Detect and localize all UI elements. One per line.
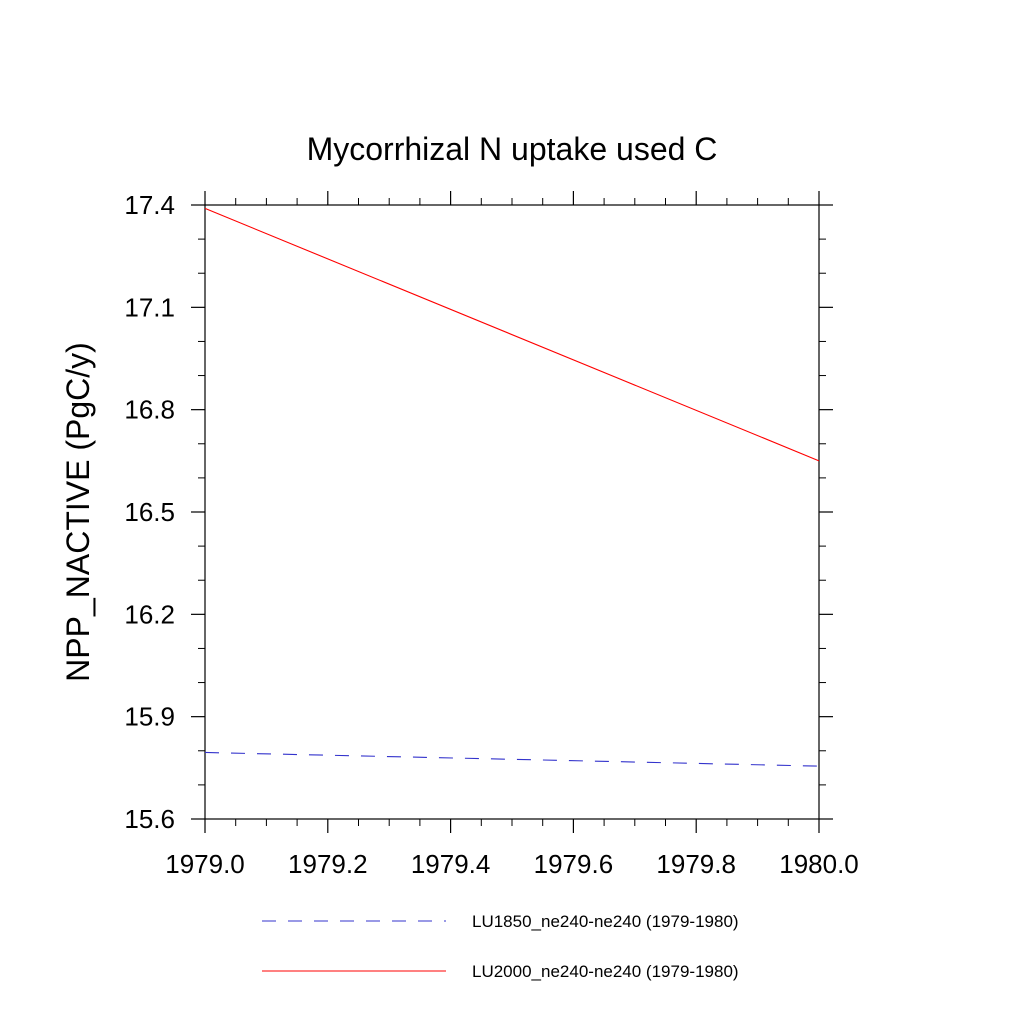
plot-frame	[204, 204, 820, 820]
x-tick-label: 1979.6	[534, 849, 614, 879]
legend-label-2: LU2000_ne240-ne240 (1979-1980)	[472, 962, 739, 981]
y-tick-label: 15.6	[124, 804, 175, 834]
y-tick-label: 15.9	[124, 702, 175, 732]
y-tick-label: 17.4	[124, 190, 175, 220]
x-tick-label: 1979.0	[165, 849, 245, 879]
x-tick-label: 1980.0	[779, 849, 859, 879]
y-tick-label: 16.2	[124, 599, 175, 629]
x-tick-label: 1979.2	[288, 849, 368, 879]
y-axis-label: NPP_NACTIVE (PgC/y)	[60, 342, 96, 682]
y-tick-label: 16.8	[124, 395, 175, 425]
y-tick-label: 17.1	[124, 292, 175, 322]
chart-title: Mycorrhizal N uptake used C	[307, 131, 718, 167]
plot-area: 1979.0 1979.2 1979.4 1979.6 1979.8 1980.0 15.6…	[124, 190, 858, 879]
series-line-1	[204, 751, 820, 767]
series-line-2	[204, 207, 820, 462]
legend-label-1: LU1850_ne240-ne240 (1979-1980)	[472, 912, 739, 931]
x-tick-label: 1979.8	[656, 849, 736, 879]
x-tick-label: 1979.4	[411, 849, 491, 879]
y-tick-label: 16.5	[124, 497, 175, 527]
legend: LU1850_ne240-ne240 (1979-1980) LU2000_ne2…	[262, 912, 739, 981]
